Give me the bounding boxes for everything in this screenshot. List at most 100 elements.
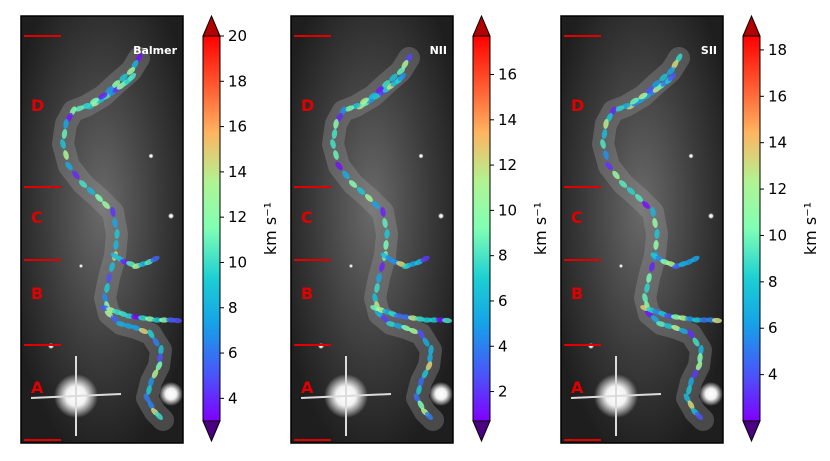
velocity-marker: [692, 337, 700, 347]
colorbar-tick-label: 4: [768, 366, 778, 384]
colorbar-tick-label: 14: [498, 111, 517, 129]
velocity-marker: [376, 273, 382, 283]
region-label-D: D: [301, 96, 314, 115]
velocity-marker: [695, 412, 703, 420]
velocity-marker: [668, 73, 676, 81]
colorbar-tick-label: 10: [498, 201, 517, 219]
colorbar-tick-label: 18: [768, 41, 787, 59]
velocity-marker: [65, 161, 73, 171]
colorbar: 4 6 8 10 12 14 16 18 20 km s⁻¹: [202, 14, 280, 443]
velocity-marker: [368, 92, 378, 100]
colorbar-tick-label: 8: [498, 247, 508, 265]
velocity-marker: [656, 321, 666, 327]
velocity-marker: [95, 194, 103, 202]
velocity-marker: [417, 400, 425, 410]
colorbar-extend-max: [472, 14, 491, 37]
velocity-marker: [671, 324, 681, 332]
velocity-marker: [146, 385, 152, 395]
velocity-marker: [401, 324, 411, 332]
velocity-marker: [427, 353, 433, 363]
velocity-marker: [78, 180, 88, 188]
velocity-marker: [331, 129, 338, 139]
velocity-marker: [686, 385, 692, 395]
velocity-marker: [330, 139, 336, 149]
velocity-marker: [105, 86, 114, 94]
velocity-marker: [61, 129, 68, 139]
velocity-marker: [421, 369, 429, 379]
colorbar-tick-label: 8: [768, 273, 778, 291]
velocity-marker: [131, 324, 141, 332]
velocity-marker: [155, 412, 163, 420]
velocity-marker: [379, 262, 385, 272]
velocity-marker: [652, 218, 658, 228]
velocity-marker: [126, 67, 136, 75]
velocity-marker: [131, 60, 139, 69]
star-2: [168, 213, 174, 219]
velocity-marker: [605, 161, 613, 171]
velocity-marker: [333, 119, 339, 129]
velocity-marker: [691, 369, 699, 379]
velocity-marker: [333, 150, 339, 160]
colorbar: 2 4 6 8 10 12 14 16 km s⁻¹: [472, 14, 550, 443]
velocity-marker: [381, 80, 391, 88]
image-frame: [560, 15, 724, 444]
velocity-marker: [614, 105, 625, 112]
colorbar-tick-label: 12: [498, 156, 517, 174]
velocity-marker: [336, 112, 343, 123]
velocity-marker: [642, 201, 650, 209]
velocity-marker: [109, 262, 115, 272]
colorbar-tick-label: 12: [768, 180, 787, 198]
colorbar-gradient: [473, 36, 490, 421]
velocity-marker: [606, 112, 613, 123]
velocity-marker: [646, 273, 652, 283]
velocity-marker: [63, 119, 69, 129]
colorbar-tick-label: 16: [498, 66, 517, 84]
velocity-marker: [642, 293, 648, 303]
velocity-marker: [147, 329, 155, 339]
velocity-marker: [380, 315, 390, 323]
velocity-marker: [143, 393, 151, 403]
velocity-marker: [365, 194, 373, 202]
velocity-marker: [128, 73, 136, 81]
velocity-marker: [102, 201, 110, 209]
velocity-marker: [98, 92, 108, 100]
velocity-marker: [148, 377, 154, 387]
velocity-marker: [417, 329, 425, 339]
region-label-A: A: [301, 378, 314, 397]
velocity-marker: [111, 80, 121, 88]
colorbar-tick-label: 12: [228, 208, 247, 226]
velocity-marker: [638, 92, 648, 100]
velocity-marker: [651, 80, 661, 88]
colorbar-tick-label: 8: [228, 299, 238, 317]
velocity-marker: [359, 97, 370, 105]
velocity-marker: [110, 315, 120, 323]
velocity-marker: [650, 207, 656, 217]
region-label-C: C: [31, 208, 43, 227]
velocity-marker: [152, 317, 162, 323]
colorbar-tick-label: 6: [498, 292, 508, 310]
colorbar-extend-min: [472, 420, 491, 443]
velocity-marker: [697, 353, 703, 363]
velocity-marker: [654, 229, 660, 239]
velocity-marker: [666, 67, 676, 75]
colorbar-tick-label: 16: [228, 118, 247, 136]
velocity-marker: [380, 207, 386, 217]
region-label-C: C: [301, 208, 313, 227]
star-4: [418, 153, 424, 159]
velocity-marker: [671, 60, 679, 69]
velocity-marker: [413, 393, 421, 403]
velocity-marker: [408, 327, 419, 335]
star-5: [79, 264, 83, 268]
velocity-marker: [692, 317, 702, 323]
velocity-marker: [389, 73, 398, 82]
colorbar-label: km s⁻¹: [261, 202, 280, 255]
colorbar-gradient: [203, 36, 220, 421]
velocity-marker: [649, 262, 655, 272]
panel-1: D C B A Balmer 4 6 8 10 12 14 16 18 20 km s⁻¹: [20, 14, 280, 444]
velocity-marker: [123, 323, 134, 329]
colorbar-tick-label: 10: [228, 253, 247, 271]
velocity-marker: [663, 323, 674, 329]
colorbar-extend-max: [742, 14, 761, 37]
velocity-marker: [383, 240, 389, 250]
velocity-marker: [152, 337, 160, 347]
